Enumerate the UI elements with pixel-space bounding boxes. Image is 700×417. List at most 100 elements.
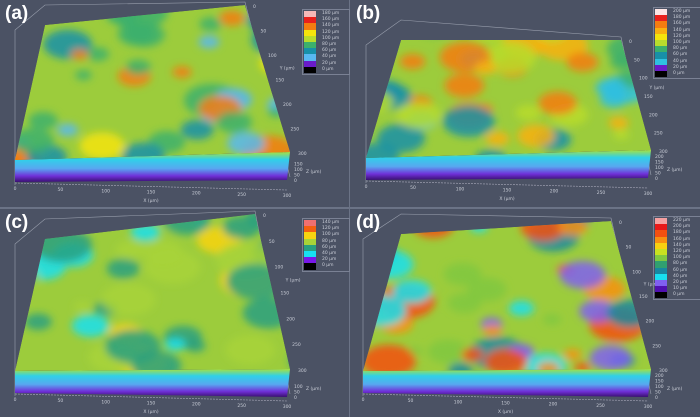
legend-entry: 160 µm [304, 17, 348, 24]
legend-swatch [304, 54, 316, 61]
legend-swatch [655, 292, 667, 299]
x-tick-label: 50 [57, 398, 63, 404]
x-tick-label: 150 [147, 190, 156, 196]
surface-patch [363, 288, 380, 300]
surface-patch [24, 313, 52, 331]
legend-label: 160 µm [673, 236, 691, 242]
legend-entry: 120 µm [304, 29, 348, 36]
y-tick-label: 50 [261, 29, 267, 35]
surface-patch [557, 221, 588, 236]
surface-patch [466, 277, 507, 302]
z-axis-label: Z (µm) [306, 169, 322, 175]
surface-base [363, 369, 651, 397]
legend-swatch [304, 244, 316, 251]
surface-patch [199, 17, 222, 31]
y-tick-label: 200 [286, 316, 295, 322]
legend-swatch [655, 33, 667, 40]
surface-patch [538, 91, 578, 115]
surface-patch [104, 329, 161, 364]
surface-patch [563, 348, 582, 360]
x-tick-label: 200 [192, 191, 201, 197]
legend-label: 60 µm [673, 52, 688, 58]
legend-label: 10 µm [673, 286, 688, 292]
surface-patch [115, 240, 146, 259]
surface-patch [71, 49, 89, 60]
x-axis-label: X (µm) [498, 409, 514, 415]
surface-patch [106, 258, 140, 279]
legend-swatch [304, 238, 316, 245]
surface-patch [412, 221, 454, 238]
y-tick-label: 0 [619, 220, 622, 226]
legend-label: 140 µm [322, 23, 340, 29]
legend-label: 180 µm [673, 230, 691, 236]
y-axis-label: Y (µm) [643, 282, 659, 288]
legend-swatch [304, 220, 316, 227]
x-tick-label: 200 [192, 402, 201, 408]
z-axis-label: Z (µm) [667, 167, 683, 173]
legend-swatch [655, 70, 667, 78]
x-tick-label: 0 [362, 397, 365, 403]
surface-patch [610, 54, 637, 71]
legend-swatch [655, 279, 667, 287]
x-tick-label: 250 [237, 192, 246, 198]
surface-patch [461, 348, 484, 362]
legend-swatch [655, 230, 667, 237]
x-tick-label: 300 [283, 193, 292, 199]
legend-swatch [304, 257, 316, 264]
x-tick-label: 200 [550, 189, 559, 195]
y-tick-label: 250 [291, 127, 300, 133]
surface-patch [307, 83, 340, 103]
legend-swatch [655, 273, 667, 280]
legend-entry: 160 µm [655, 236, 699, 243]
y-tick-label: 300 [298, 151, 307, 157]
surface-patch [366, 83, 376, 98]
x-tick-label: 100 [456, 186, 465, 192]
legend-entry: 60 µm [655, 267, 699, 274]
legend-label: 180 µm [673, 15, 691, 21]
legend-label: 220 µm [673, 218, 691, 223]
surface-patch [427, 339, 468, 364]
legend-entry: 0 µm [304, 66, 348, 73]
x-axis-line [365, 180, 649, 189]
y-tick-label: 250 [652, 343, 661, 349]
surface [15, 5, 340, 160]
legend-entry: 80 µm [655, 261, 699, 268]
z-tick-label: 150 [655, 160, 664, 166]
legend-entry: 200 µm [655, 224, 699, 231]
surface-patch [363, 344, 416, 371]
surface-patch [125, 59, 151, 75]
x-tick-label: 200 [549, 402, 558, 408]
y-tick-label: 300 [298, 368, 307, 374]
surface-patch [559, 261, 606, 289]
surface-patch [180, 119, 214, 140]
y-tick-label: 250 [654, 131, 663, 137]
legend-label: 0 µm [322, 263, 334, 269]
x-tick-label: 150 [147, 401, 156, 407]
x-tick-label: 50 [57, 187, 63, 193]
legend-label: 0 µm [322, 66, 334, 72]
y-tick-label: 200 [283, 102, 292, 108]
legend-label: 0 µm [673, 70, 685, 76]
surface-patch [73, 301, 91, 312]
legend-entry: 20 µm [655, 279, 699, 287]
legend-label: 40 µm [322, 250, 337, 256]
legend-label: 120 µm [322, 29, 340, 35]
surface-patch [246, 9, 282, 31]
legend-label: 120 µm [673, 248, 691, 254]
surface-patch [520, 221, 567, 241]
x-tick-label: 150 [501, 401, 510, 407]
legend-label: 80 µm [322, 238, 337, 244]
legend-swatch [655, 52, 667, 59]
legend-swatch [655, 21, 667, 28]
legend-swatch [655, 286, 667, 293]
x-tick-label: 250 [597, 190, 606, 196]
surface-patch [28, 111, 58, 130]
x-axis-label: X (µm) [143, 409, 159, 415]
x-tick-label: 0 [14, 397, 17, 403]
surface-patch [15, 269, 40, 287]
legend-swatch [304, 60, 316, 67]
legend-entry: 20 µm [304, 60, 348, 67]
surface-patch [396, 101, 442, 129]
y-tick-label: 200 [649, 112, 658, 118]
